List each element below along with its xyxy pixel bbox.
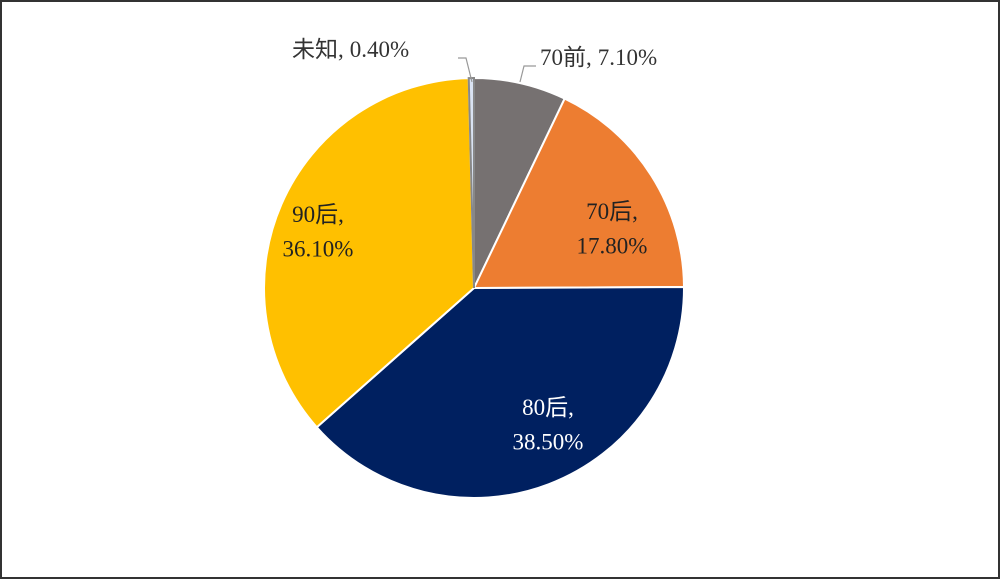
pie-slice [263, 77, 476, 429]
value-label: 17.80% [577, 233, 648, 258]
leader-line [519, 65, 536, 83]
data-label: 未知, 0.40% [292, 37, 409, 62]
data-label: 80后, [522, 395, 574, 420]
label-separator: , [338, 202, 344, 227]
label-separator: , [338, 37, 344, 62]
data-label: 90后, [292, 202, 344, 227]
value-label: 7.10% [598, 45, 657, 70]
category-label: 90后 [292, 202, 338, 227]
label-separator: , [568, 395, 574, 420]
value-label: 0.40% [350, 37, 409, 62]
category-label: 70前 [540, 45, 586, 70]
data-label: 70前, 7.10% [540, 45, 657, 70]
data-label: 70后, [586, 199, 638, 224]
category-label: 70后 [586, 199, 632, 224]
category-label: 80后 [522, 395, 568, 420]
label-separator: , [586, 45, 592, 70]
category-label: 未知 [292, 37, 338, 62]
value-label: 38.50% [513, 429, 584, 454]
value-label: 36.10% [283, 236, 354, 261]
label-separator: , [632, 199, 638, 224]
leader-line [458, 57, 473, 83]
pie-slice [472, 97, 686, 290]
pie-slice [315, 286, 685, 500]
